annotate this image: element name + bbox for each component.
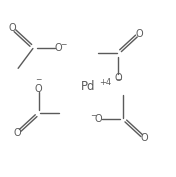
Text: −: − [60,40,67,49]
Text: O: O [14,128,21,138]
Text: O: O [95,114,102,124]
Text: −: − [90,111,96,120]
Text: O: O [135,29,143,39]
Text: O: O [35,84,43,93]
Text: O: O [54,43,62,53]
Text: Pd: Pd [81,80,95,93]
Text: −: − [36,76,42,84]
Text: +4: +4 [99,78,111,87]
Text: O: O [114,73,122,83]
Text: −: − [115,76,121,84]
Text: O: O [8,23,16,33]
Text: O: O [140,133,148,143]
